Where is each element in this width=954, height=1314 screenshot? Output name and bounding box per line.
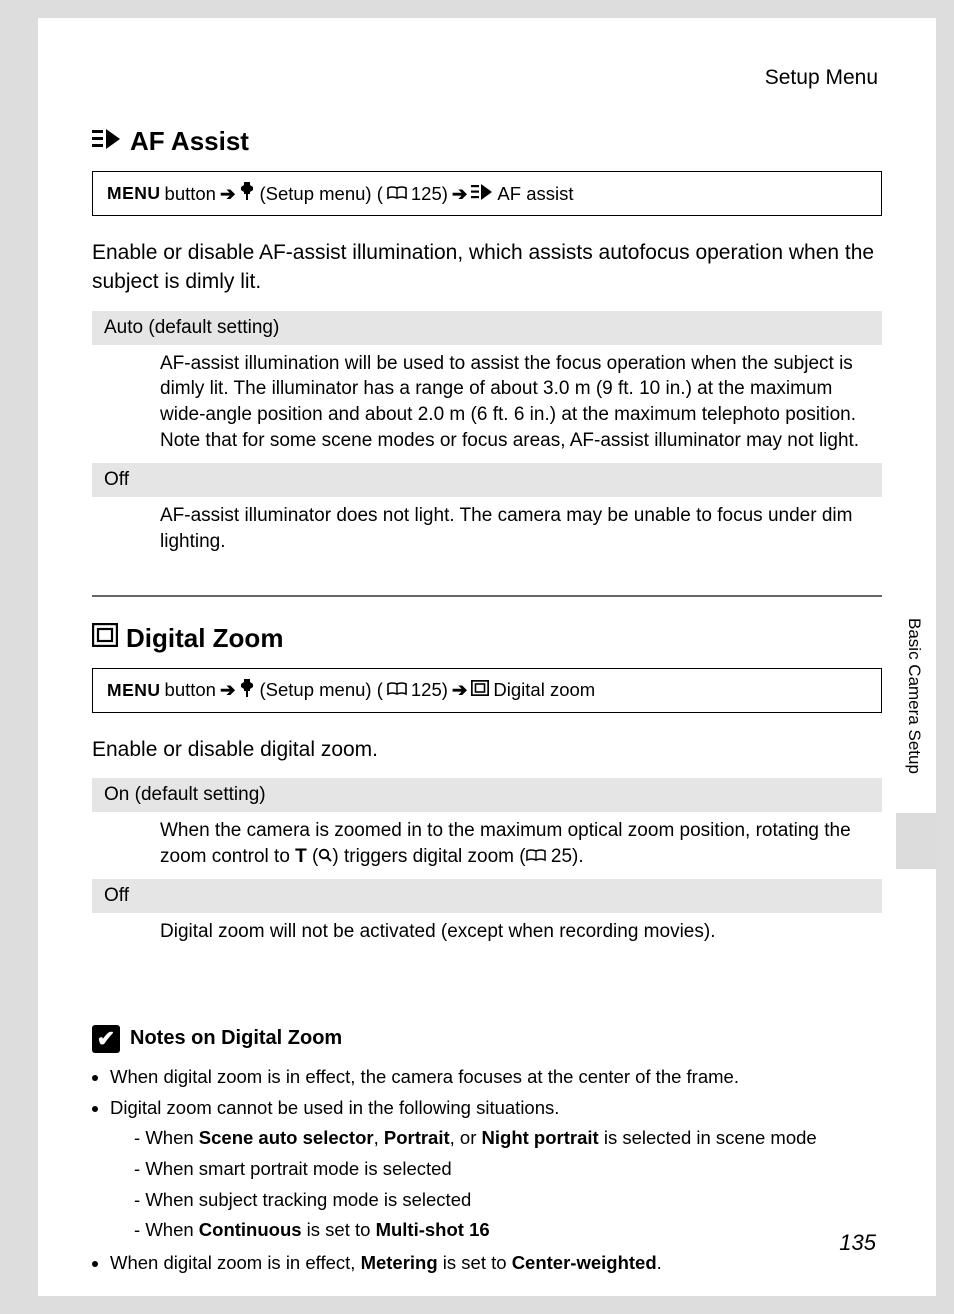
note-item: When digital zoom is in effect, the came… <box>110 1063 882 1092</box>
menu-label: MENU <box>107 183 161 204</box>
arrow-icon: ➔ <box>452 679 468 701</box>
af-assist-nav: MENU button ➔ (Setup menu) ( 125) ➔ AF a… <box>92 171 882 216</box>
af-assist-icon <box>471 183 493 205</box>
arrow-icon: ➔ <box>220 183 236 205</box>
check-icon: ✔ <box>92 1025 120 1053</box>
arrow-icon: ➔ <box>220 679 236 701</box>
digital-zoom-icon <box>471 679 489 701</box>
wrench-icon <box>239 182 255 205</box>
note-subitem: When smart portrait mode is selected <box>134 1155 882 1184</box>
menu-label: MENU <box>107 680 161 701</box>
digital-zoom-nav: MENU button ➔ (Setup menu) ( 125) ➔ Digi… <box>92 668 882 713</box>
header-section: Setup Menu <box>92 66 882 90</box>
note-item: Digital zoom cannot be used in the follo… <box>110 1094 882 1245</box>
side-tab-highlight <box>896 813 936 869</box>
notes-title-text: Notes on Digital Zoom <box>130 1027 342 1050</box>
digital-zoom-title-text: Digital Zoom <box>126 623 283 654</box>
notes-list: When digital zoom is in effect, the came… <box>92 1063 882 1278</box>
section-divider <box>92 595 882 597</box>
dz-opt-on-body: When the camera is zoomed in to the maxi… <box>92 812 882 879</box>
dz-opt-on-head: On (default setting) <box>92 778 882 812</box>
digital-zoom-desc: Enable or disable digital zoom. <box>92 735 882 764</box>
af-opt-auto-body: AF-assist illumination will be used to a… <box>92 345 882 464</box>
note-subitem: When subject tracking mode is selected <box>134 1186 882 1215</box>
book-icon <box>526 846 546 867</box>
af-assist-icon <box>92 126 122 157</box>
dz-opt-off-head: Off <box>92 879 882 913</box>
af-assist-title-text: AF Assist <box>130 126 249 157</box>
note-subitem: When Continuous is set to Multi-shot 16 <box>134 1216 882 1245</box>
wrench-icon <box>239 679 255 702</box>
notes-heading: ✔ Notes on Digital Zoom <box>92 1025 882 1053</box>
note-subitem: When Scene auto selector, Portrait, or N… <box>134 1124 882 1153</box>
digital-zoom-title: Digital Zoom <box>92 623 882 654</box>
arrow-icon: ➔ <box>452 183 468 205</box>
af-assist-title: AF Assist <box>92 126 882 157</box>
page-number: 135 <box>839 1230 876 1256</box>
magnify-icon <box>318 846 332 867</box>
book-icon <box>387 183 407 205</box>
book-icon <box>387 679 407 701</box>
dz-opt-off-body: Digital zoom will not be activated (exce… <box>92 913 882 955</box>
af-opt-off-body: AF-assist illuminator does not light. Th… <box>92 497 882 564</box>
af-opt-auto-head: Auto (default setting) <box>92 311 882 345</box>
af-assist-desc: Enable or disable AF-assist illumination… <box>92 238 882 297</box>
note-item: When digital zoom is in effect, Metering… <box>110 1249 882 1278</box>
digital-zoom-icon <box>92 623 118 654</box>
af-opt-off-head: Off <box>92 463 882 497</box>
side-label: Basic Camera Setup <box>904 618 924 774</box>
